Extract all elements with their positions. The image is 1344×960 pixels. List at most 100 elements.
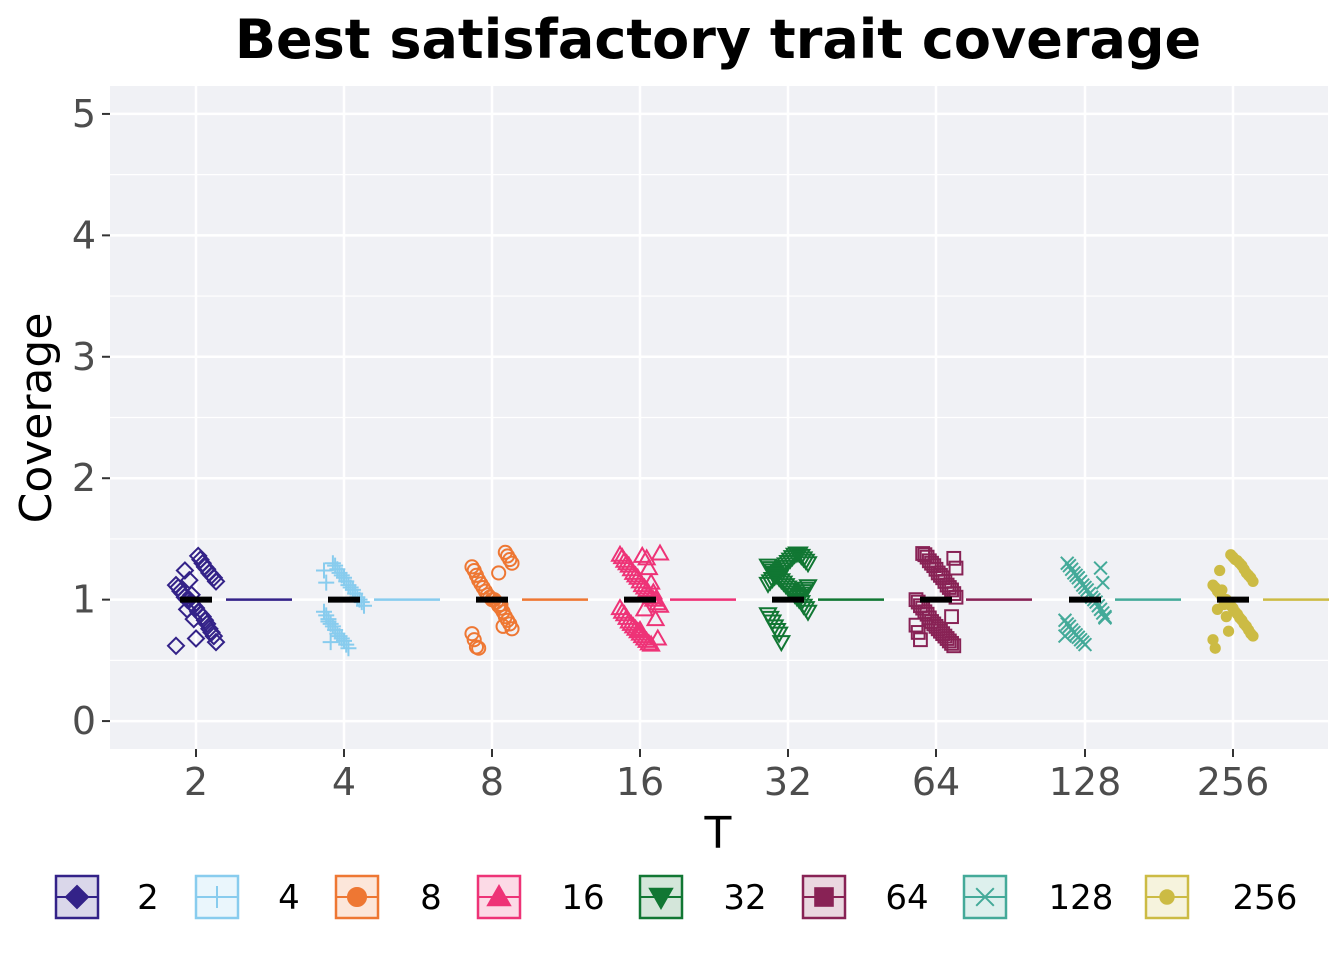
data-point [1057,613,1073,628]
data-point [464,626,480,642]
x-tick-label: 128 [1049,760,1122,804]
legend-label: 4 [278,878,300,918]
legend-item-4: 4 [194,874,300,920]
data-point [177,599,197,619]
data-point [636,548,657,566]
legend-label: 128 [1049,878,1114,918]
data-point [648,628,668,646]
data-point [1216,584,1228,596]
legend-symbol [206,886,228,908]
data-point [464,559,480,575]
series-2 [166,546,292,656]
data-point [634,599,655,617]
legend-symbol [814,887,834,907]
data-point [919,549,935,565]
series-128 [1057,556,1181,652]
data-point [166,636,186,656]
data-point [915,546,931,561]
data-point [1057,628,1073,644]
x-axis-title: T [704,808,732,859]
series-4 [316,555,440,657]
series-32 [758,546,884,653]
series-64 [908,546,1032,654]
data-point [316,603,332,620]
legend-item-128: 128 [962,874,1114,920]
data-point [1209,642,1221,654]
data-point [468,639,485,655]
data-point [497,544,513,560]
data-point [318,574,335,591]
legend-symbol [346,886,368,908]
series-256 [1207,549,1329,654]
data-point [1093,602,1108,617]
data-point [610,544,630,562]
legend-symbol [1159,889,1175,905]
data-point [1097,610,1113,625]
x-tick-label: 256 [1197,760,1270,804]
y-tick-label: 1 [72,578,96,622]
data-point [1211,603,1224,615]
data-point [1073,574,1088,589]
data-point [917,547,933,563]
axis-ticks: 0 1 2 3 4 5 2 4 8 16 32 64 128 256 [72,92,1269,804]
data-point [650,543,670,561]
data-point [186,629,206,648]
legend-item-16: 16 [476,874,605,920]
data-point [327,557,344,574]
data-point [639,558,659,576]
x-tick-label: 2 [184,760,208,804]
x-tick-label: 32 [764,760,812,804]
data-point [1222,625,1235,637]
data-point [1207,579,1219,591]
data-point [320,613,337,630]
data-point [1060,616,1075,632]
legend-item-8: 8 [334,874,442,920]
legend-label: 32 [723,878,766,918]
series-8 [464,544,588,656]
data-point [495,618,511,634]
x-tick-label: 4 [332,760,356,804]
data-point [322,634,339,651]
data-point [758,607,778,625]
chart-title: Best satisfactory trait coverage [235,8,1201,71]
data-point [944,609,959,625]
legend-symbol [486,883,512,907]
data-point [946,550,962,566]
data-point [1066,565,1081,581]
legend-item-32: 32 [638,874,767,920]
legend-symbol [975,887,995,907]
data-point [632,545,652,563]
data-point [1060,556,1075,571]
legend: 2 4 8 16 32 64 128 256 [54,874,1298,920]
legend-label: 8 [420,878,442,918]
legend-item-256: 256 [1144,874,1298,920]
data-point [1095,605,1110,621]
legend-symbol [64,884,90,910]
legend-label: 16 [561,878,604,918]
data-point [1220,611,1232,623]
y-tick-label: 0 [72,699,96,743]
y-tick-label: 4 [72,213,96,257]
legend-label: 256 [1233,878,1298,918]
y-tick-label: 3 [72,335,96,379]
data-point [1064,562,1079,577]
x-tick-label: 64 [912,760,960,804]
data-point [491,565,507,581]
data-point [166,575,186,595]
data-point [175,561,195,580]
x-tick-label: 8 [480,760,504,804]
data-point [1207,634,1219,646]
legend-item-64: 64 [801,874,929,920]
legend-symbol [648,887,674,911]
data-point [641,572,661,590]
legend-label: 64 [885,878,928,918]
legend-label: 2 [137,878,159,918]
y-tick-label: 2 [72,456,96,500]
data-point [1225,549,1237,561]
data-point [182,585,201,605]
data-point [908,617,924,633]
data-point [188,546,208,566]
legend-item-2: 2 [54,874,159,920]
data-point [1214,564,1226,577]
